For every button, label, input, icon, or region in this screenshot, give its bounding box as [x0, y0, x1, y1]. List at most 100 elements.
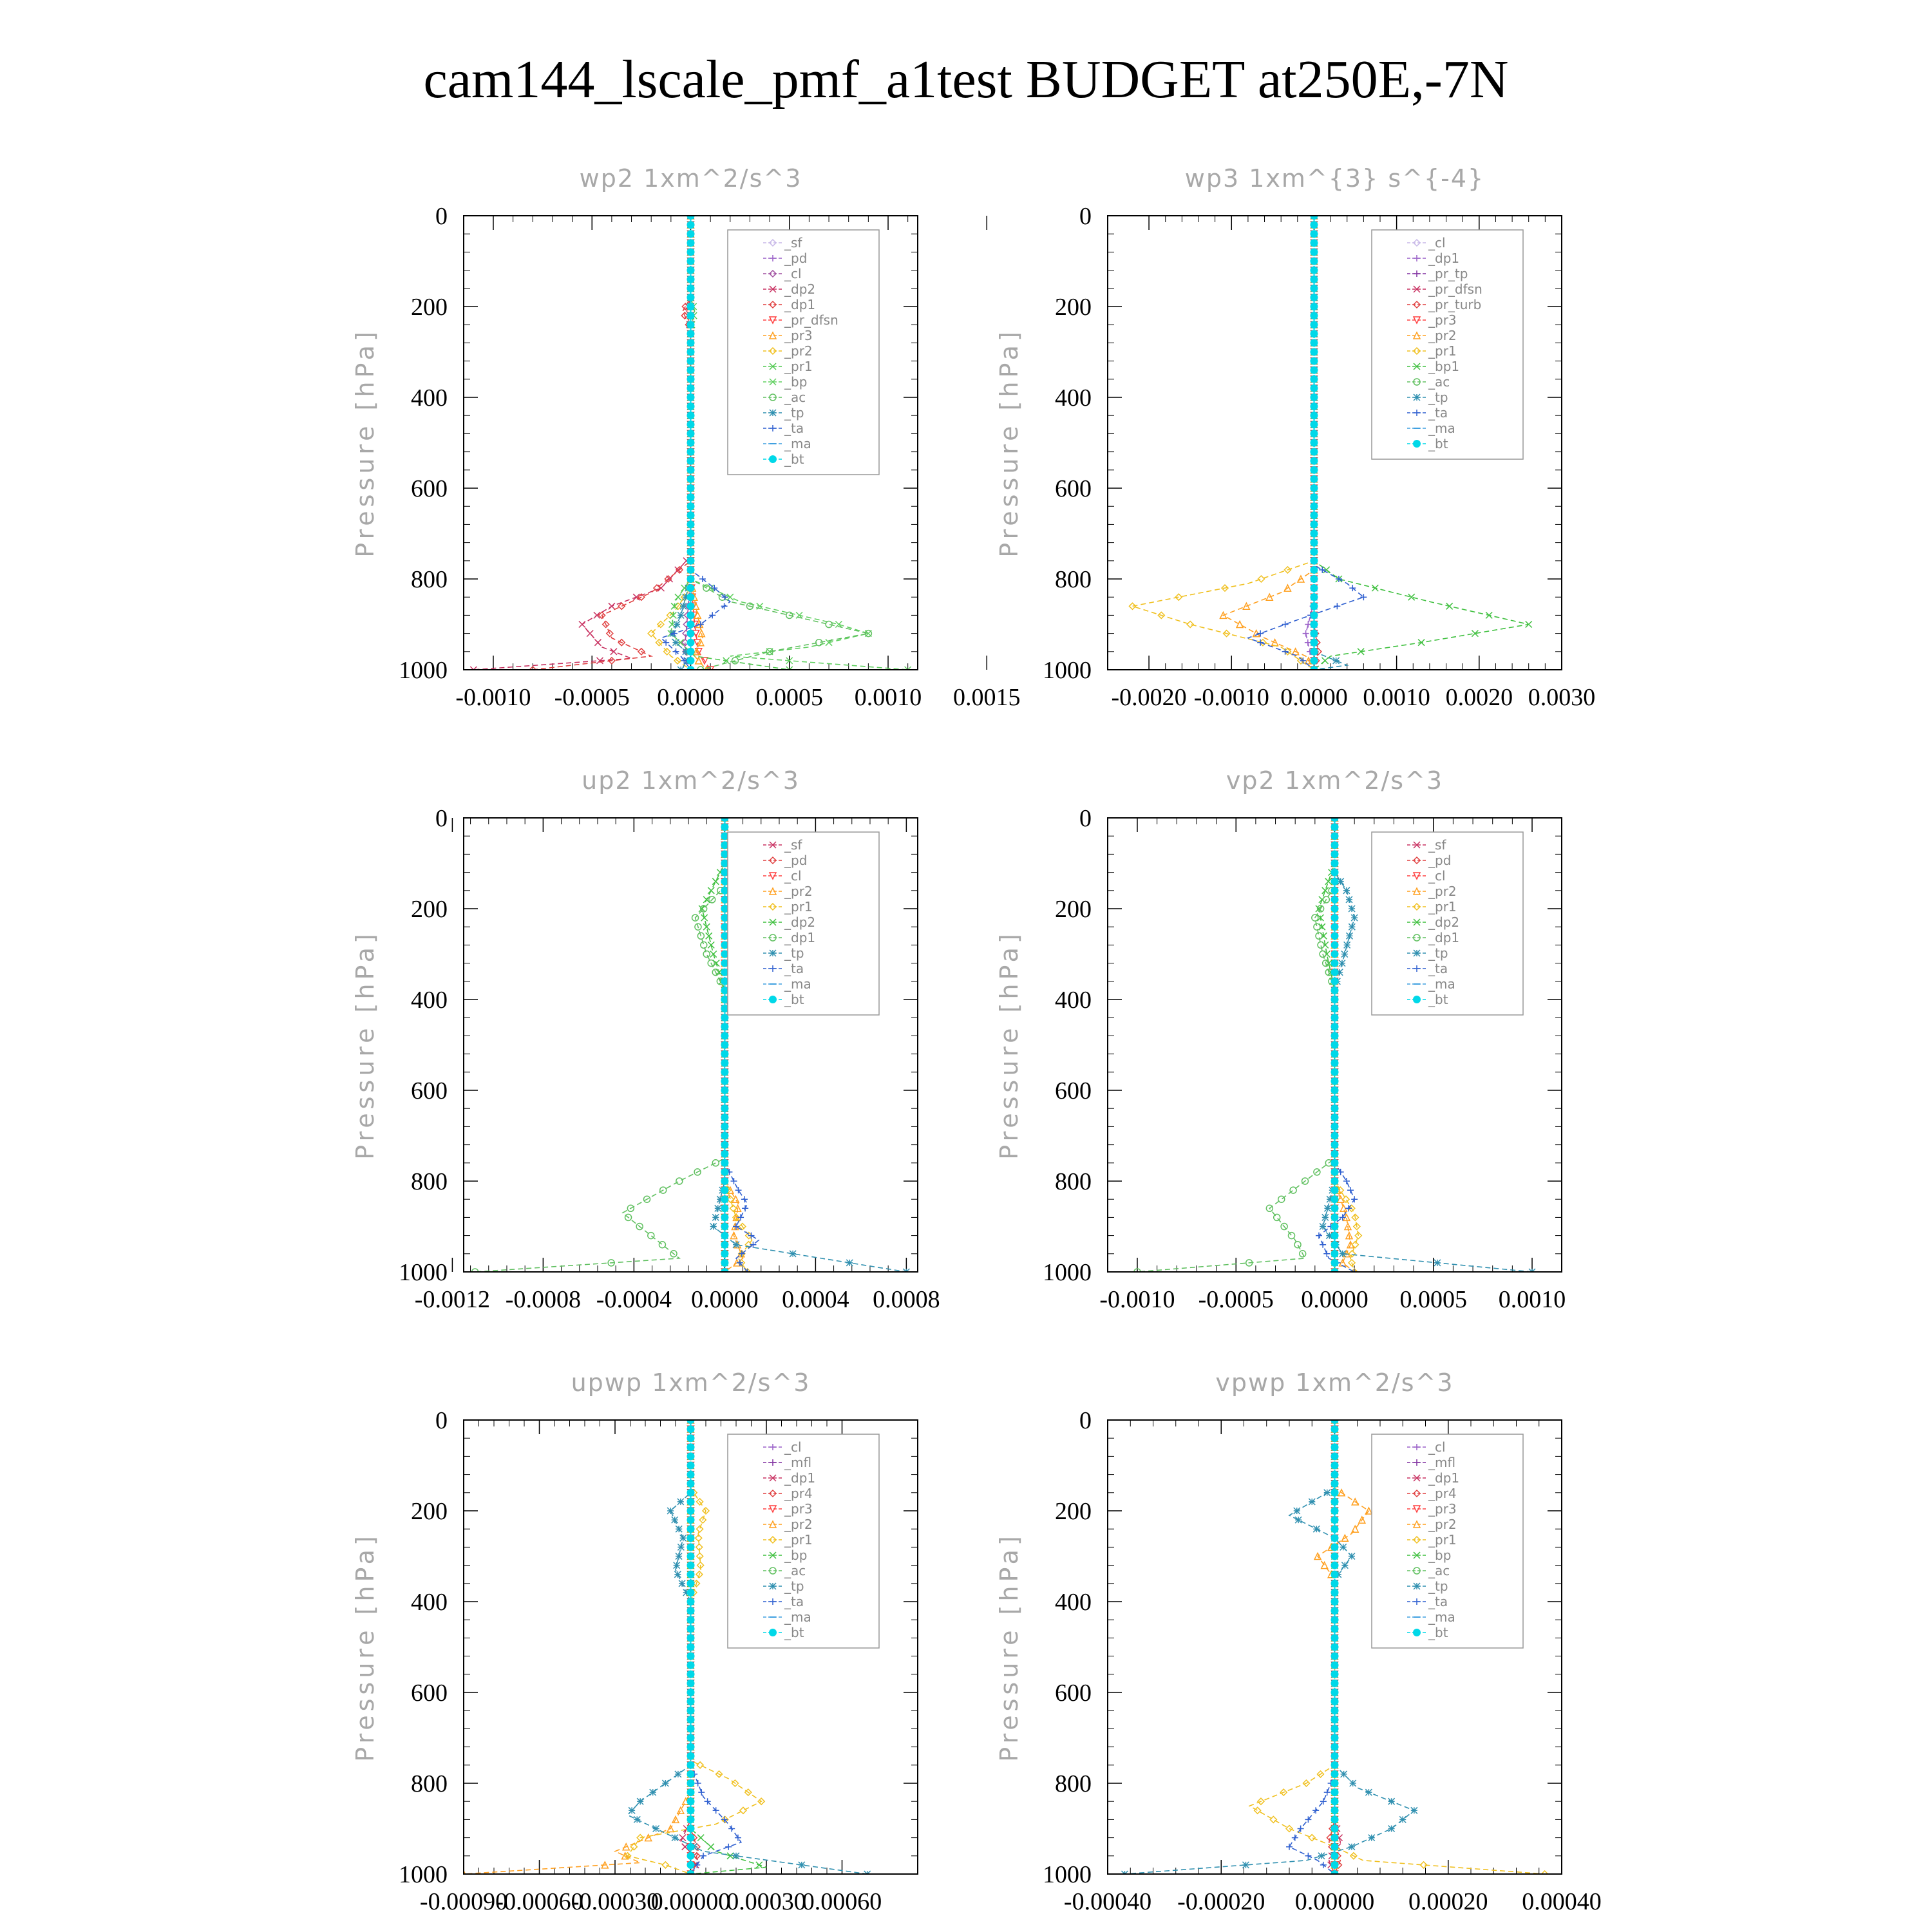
marker-wp2-ac [766, 648, 773, 656]
marker-wp2-dp2 [578, 620, 586, 629]
marker-upwp-bt [687, 1870, 695, 1874]
marker-wp3-bt [1310, 421, 1318, 429]
marker-wp3-bp1 [1471, 630, 1479, 638]
marker-wp3-tp [1332, 657, 1340, 665]
marker-wp3-bt [1310, 602, 1318, 611]
legend-label-wp3-pr_turb: _pr_turb [1428, 297, 1481, 312]
marker-upwp-pr1 [661, 1861, 670, 1869]
marker-up2-tp [789, 1250, 797, 1258]
marker-vp2-bt [1331, 1032, 1339, 1040]
legend-label-up2-dp2: _dp2 [784, 914, 815, 930]
y-tick-label-vp2-3: 600 [1055, 1077, 1092, 1104]
marker-up2-bt [721, 986, 729, 994]
panel-title-upwp: upwp 1xm^2/s^3 [571, 1368, 811, 1397]
legend-label-up2-ta: _ta [784, 961, 804, 976]
marker-wp2-pr1 [786, 666, 793, 670]
marker-wp3-dp1 [1304, 639, 1311, 646]
legend-wp3: _cl_dp1_pr_tp_pr_dfsn_pr_turb_pr3_pr2_pr… [1371, 229, 1524, 460]
legend-label-vp2-pd: _pd [1428, 853, 1451, 868]
x-tick-label-wp3-3: 0.0010 [1363, 684, 1430, 711]
marker-vp2-tp [1348, 923, 1356, 931]
marker-wp3-pr1 [1257, 574, 1265, 583]
plot-area-wp3 [1128, 216, 1533, 670]
legend-marker-wp3-pr1 [1412, 346, 1421, 355]
marker-wp3-ta [1349, 585, 1356, 592]
marker-vpwp-ta [1297, 1825, 1304, 1832]
marker-upwp-pr1 [696, 1761, 705, 1769]
marker-wp3-bt [1310, 493, 1318, 502]
marker-up2-pr2 [730, 1231, 738, 1240]
x-tick-label-upwp-5: 0.00060 [802, 1888, 882, 1915]
marker-up2-bt [721, 996, 729, 1003]
marker-vp2-bt [1331, 923, 1339, 931]
x-tick-label-wp2-5: 0.0015 [953, 684, 1021, 711]
marker-vp2-ta [1339, 1214, 1346, 1221]
marker-up2-dp2 [703, 923, 710, 931]
marker-up2-bt [721, 877, 729, 886]
marker-vp2-ta [1323, 1250, 1331, 1257]
marker-wp2-bt [687, 457, 695, 465]
marker-up2-bt [721, 886, 729, 895]
series-line-wp3-pr2 [1222, 216, 1315, 670]
marker-vpwp-pr1 [1285, 1824, 1294, 1833]
marker-wp3-bp1 [1408, 593, 1416, 601]
marker-upwp-pr1 [696, 1552, 704, 1560]
marker-upwp-tp [649, 1788, 657, 1796]
legend-marker-upwp-pr4 [768, 1489, 777, 1498]
y-tick-label-vpwp-1: 200 [1055, 1498, 1092, 1525]
marker-vpwp-pr1 [1302, 1779, 1311, 1788]
marker-vpwp-tp [1308, 1498, 1316, 1506]
marker-wp3-bt [1310, 466, 1318, 474]
panel-title-wp2: wp2 1xm^2/s^3 [580, 164, 802, 193]
marker-vpwp-tp [1410, 1806, 1418, 1814]
marker-upwp-bt [687, 1534, 695, 1542]
marker-upwp-tp [678, 1580, 686, 1587]
marker-upwp-tp [675, 1552, 683, 1560]
marker-vpwp-tp [1294, 1516, 1302, 1524]
marker-upwp-pr1 [699, 1516, 707, 1524]
marker-up2-bt [721, 1086, 729, 1094]
marker-vp2-pr2 [1345, 1231, 1354, 1240]
legend-label-vp2-sf: _sf [1428, 837, 1446, 853]
marker-upwp-pr1 [731, 1779, 739, 1788]
legend-label-vpwp-pr3: _pr3 [1428, 1501, 1457, 1517]
marker-wp3-bt [1310, 593, 1318, 601]
marker-vp2-dp1 [1319, 950, 1327, 958]
legend-label-wp2-pr3: _pr3 [784, 328, 813, 343]
marker-wp3-bt [1310, 638, 1318, 647]
legend-label-wp3-ma: _ma [1428, 421, 1455, 436]
legend-marker-up2-sf [769, 841, 777, 849]
marker-vp2-bt [1331, 996, 1339, 1003]
panel-title-vp2: vp2 1xm^2/s^3 [1226, 766, 1443, 795]
marker-upwp-pr2 [666, 1824, 675, 1833]
marker-upwp-bt [687, 1679, 695, 1687]
marker-vpwp-bt [1331, 1852, 1339, 1860]
marker-upwp-pr1 [696, 1525, 704, 1533]
marker-up2-ta [737, 1214, 744, 1221]
marker-vpwp-bt [1331, 1743, 1339, 1751]
marker-up2-bt [721, 1113, 729, 1122]
marker-wp2-ac [697, 666, 705, 670]
y-tick-label-vp2-2: 400 [1055, 987, 1092, 1014]
marker-up2-bt [721, 868, 729, 876]
legend-marker-wp2-bt [769, 455, 777, 463]
x-tick-label-upwp-0: -0.00090 [420, 1888, 507, 1915]
marker-up2-ta [730, 1178, 737, 1184]
marker-wp2-pr1 [723, 657, 730, 665]
series-line-upwp-pr1 [627, 1420, 762, 1874]
y-tick-label-upwp-2: 400 [411, 1589, 448, 1616]
marker-vpwp-pr1 [1253, 1806, 1262, 1815]
marker-vpwp-tp [1368, 1834, 1376, 1842]
plot-frame-upwp [463, 1419, 918, 1875]
marker-wp2-dp1 [637, 593, 645, 601]
marker-up2-dp1 [670, 1250, 677, 1258]
legend-box-wp2 [727, 229, 880, 475]
marker-vp2-bt [1331, 986, 1339, 994]
marker-wp3-pr1 [1283, 565, 1292, 574]
series-line-wp3-ta [1246, 216, 1365, 670]
marker-upwp-bt [687, 1420, 695, 1424]
legend-label-wp3-ac: _ac [1428, 374, 1450, 390]
legend-label-wp2-tp: _tp [784, 405, 804, 421]
marker-wp3-bt [1310, 216, 1318, 220]
marker-up2-tp [710, 1222, 717, 1231]
